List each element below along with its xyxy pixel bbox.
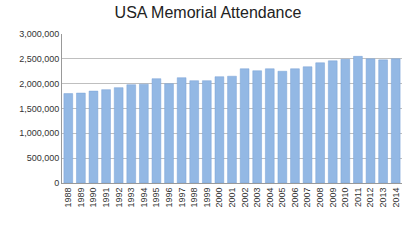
svg-text:2012: 2012 [365,188,375,208]
svg-text:1989: 1989 [76,188,86,208]
svg-text:1993: 1993 [126,188,136,208]
svg-text:2,000,000: 2,000,000 [19,79,59,89]
svg-text:2006: 2006 [290,188,300,208]
svg-text:1,500,000: 1,500,000 [19,104,59,114]
svg-text:1997: 1997 [177,188,187,208]
svg-text:2008: 2008 [315,188,325,208]
svg-text:0: 0 [54,178,59,188]
svg-text:1990: 1990 [88,188,98,208]
svg-text:2013: 2013 [378,188,388,208]
svg-text:1999: 1999 [202,188,212,208]
svg-text:1996: 1996 [164,188,174,208]
svg-text:1,000,000: 1,000,000 [19,128,59,138]
svg-text:2,500,000: 2,500,000 [19,54,59,64]
svg-text:2010: 2010 [340,188,350,208]
svg-text:2009: 2009 [328,188,338,208]
svg-text:USA Memorial Attendance: USA Memorial Attendance [115,4,302,21]
svg-text:2002: 2002 [240,188,250,208]
svg-text:1995: 1995 [151,188,161,208]
svg-text:2004: 2004 [265,188,275,208]
svg-text:2005: 2005 [277,188,287,208]
svg-text:1991: 1991 [101,188,111,208]
svg-text:1988: 1988 [63,188,73,208]
svg-text:500,000: 500,000 [27,153,60,163]
svg-text:1992: 1992 [114,188,124,208]
svg-text:2007: 2007 [302,188,312,208]
svg-text:1994: 1994 [139,188,149,208]
svg-text:2014: 2014 [391,188,401,208]
svg-text:2011: 2011 [353,188,363,207]
svg-text:2001: 2001 [227,188,237,208]
svg-text:2000: 2000 [214,188,224,208]
svg-text:3,000,000: 3,000,000 [19,29,59,39]
svg-text:1998: 1998 [189,188,199,208]
svg-text:2003: 2003 [252,188,262,208]
